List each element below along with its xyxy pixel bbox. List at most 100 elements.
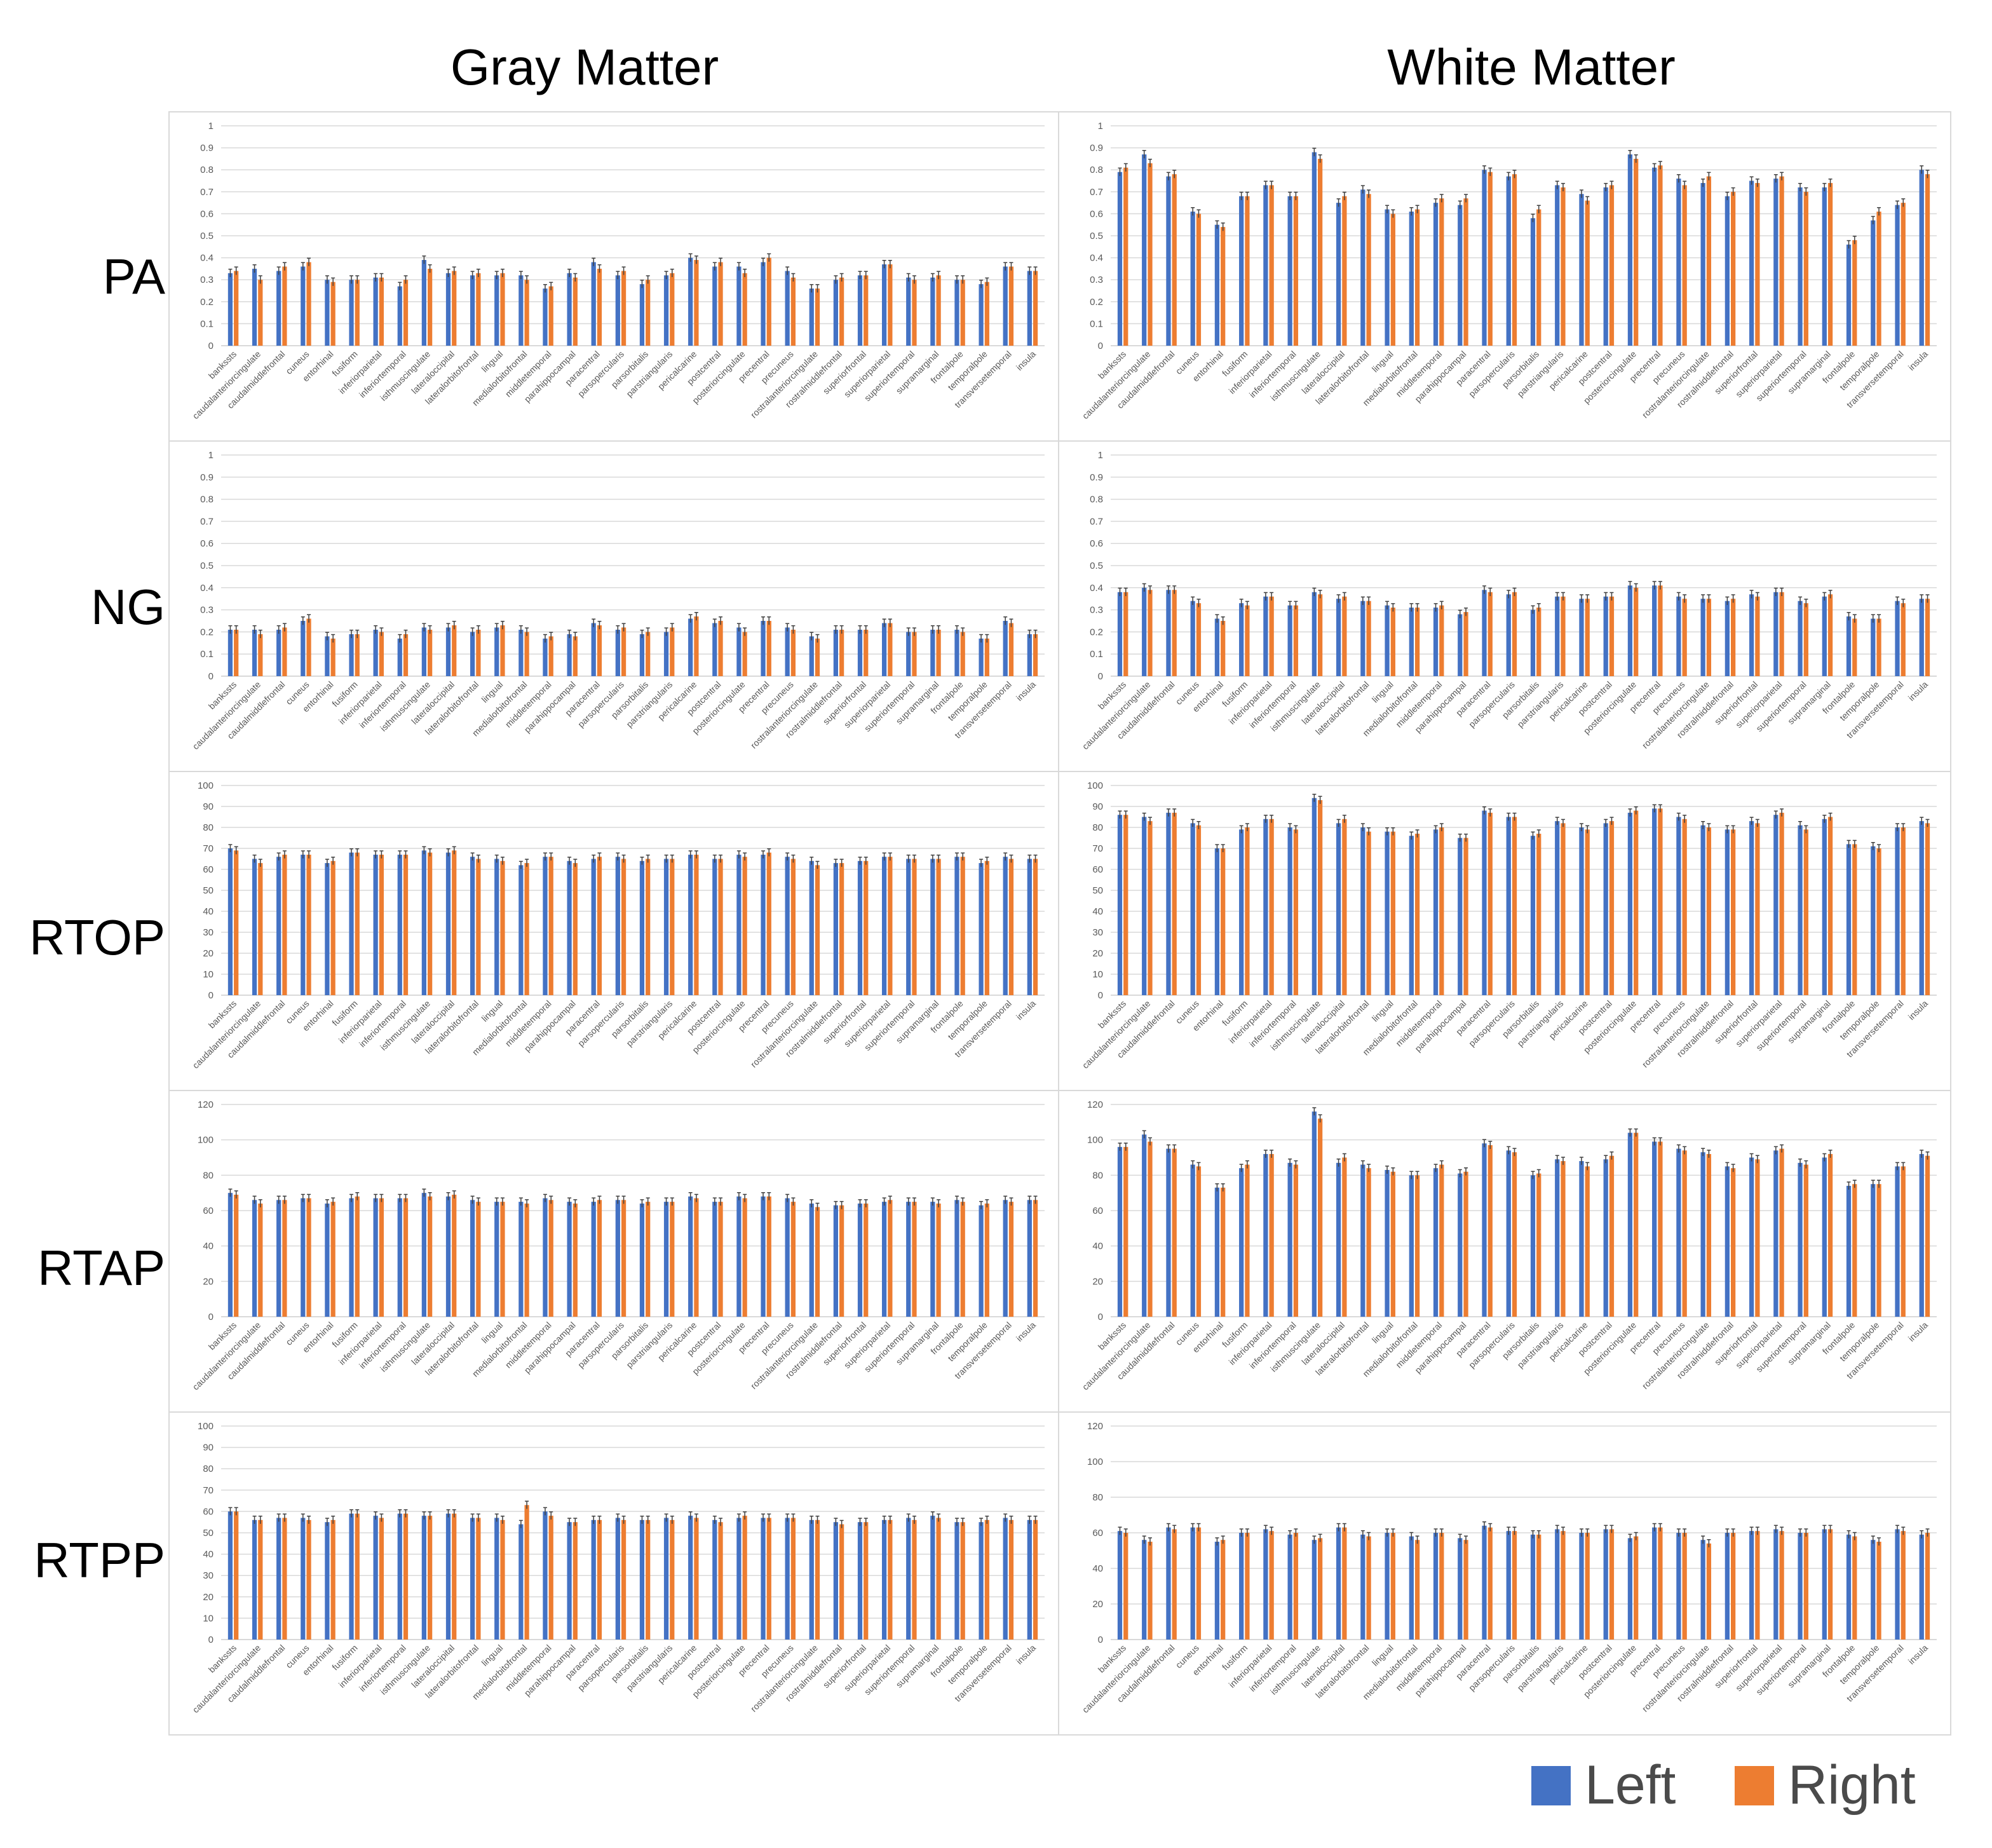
bar-left bbox=[615, 1200, 620, 1317]
bar-right bbox=[524, 1505, 529, 1640]
bar-right bbox=[1561, 823, 1566, 995]
bar-left bbox=[1166, 1527, 1171, 1640]
bar-right bbox=[306, 618, 311, 676]
bar-left bbox=[1117, 592, 1123, 676]
bar-right bbox=[1439, 1164, 1444, 1317]
bar-right bbox=[1925, 599, 1930, 676]
bar-left bbox=[1409, 836, 1414, 995]
bar-right bbox=[500, 273, 505, 346]
bar-right bbox=[1342, 596, 1347, 676]
bar-left bbox=[1385, 605, 1390, 676]
bar-right bbox=[548, 286, 553, 346]
bar-left bbox=[1287, 1534, 1292, 1640]
bar-left bbox=[1458, 1173, 1463, 1317]
bar-left bbox=[567, 1202, 572, 1317]
bar-right bbox=[766, 852, 771, 995]
bar-right bbox=[1148, 1542, 1153, 1640]
bar-left bbox=[1798, 825, 1803, 995]
bar-right bbox=[1414, 1540, 1420, 1640]
bar-left bbox=[785, 271, 790, 346]
bar-right bbox=[1852, 240, 1857, 346]
bar-left bbox=[1871, 220, 1876, 346]
bar-right bbox=[1196, 1527, 1202, 1640]
y-tick-label: 40 bbox=[1092, 1563, 1103, 1574]
bar-left bbox=[930, 1202, 935, 1317]
bar-left bbox=[1652, 585, 1657, 676]
bar-left bbox=[688, 257, 693, 346]
y-tick-label: 80 bbox=[203, 1464, 213, 1474]
bar-right bbox=[864, 629, 869, 676]
bar-right bbox=[1779, 1148, 1784, 1317]
bar-right bbox=[1245, 196, 1250, 346]
y-tick-label: 0.9 bbox=[1090, 143, 1103, 154]
bar-left bbox=[1117, 1531, 1123, 1640]
bar-left bbox=[1360, 189, 1365, 346]
bar-left bbox=[421, 260, 426, 346]
bar-right bbox=[1439, 198, 1444, 346]
bar-right bbox=[1731, 191, 1736, 346]
y-tick-label: 120 bbox=[198, 1099, 213, 1110]
bar-right bbox=[428, 852, 433, 995]
bar-left bbox=[1846, 616, 1852, 676]
y-tick-label: 100 bbox=[1087, 1457, 1103, 1467]
bar-left bbox=[1871, 1184, 1876, 1317]
y-tick-label: 60 bbox=[1092, 864, 1103, 875]
bar-left bbox=[954, 280, 959, 346]
bar-left bbox=[373, 277, 378, 346]
bar-right bbox=[282, 627, 287, 676]
bar-left bbox=[1190, 211, 1195, 346]
bar-left bbox=[1895, 601, 1900, 676]
bar-right bbox=[1609, 596, 1615, 676]
bar-right bbox=[1876, 1542, 1881, 1640]
bar-right bbox=[1852, 1184, 1857, 1317]
bar-right bbox=[1172, 1529, 1177, 1640]
bar-left bbox=[906, 859, 911, 995]
bar-right bbox=[1487, 1145, 1493, 1317]
bar-right bbox=[1487, 812, 1493, 995]
bar-right bbox=[1390, 1533, 1395, 1640]
bar-right bbox=[1342, 196, 1347, 346]
chart-rtpp-white: 020406080100120banksstscaudalanteriorcin… bbox=[1058, 1411, 1951, 1736]
bar-left bbox=[1652, 167, 1657, 346]
bar-left bbox=[1506, 1531, 1511, 1640]
bar-left bbox=[857, 629, 863, 676]
bar-right bbox=[1414, 1175, 1420, 1317]
bar-left bbox=[1433, 608, 1439, 676]
y-tick-label: 30 bbox=[203, 1570, 213, 1581]
bar-right bbox=[1245, 827, 1250, 995]
bar-right bbox=[766, 1196, 771, 1317]
bar-right bbox=[1731, 1168, 1736, 1317]
bar-left bbox=[1190, 1527, 1195, 1640]
bar-right bbox=[1172, 812, 1177, 995]
bar-right bbox=[1221, 848, 1226, 995]
legend-right-label: Right bbox=[1788, 1755, 1916, 1816]
y-tick-label: 0 bbox=[1098, 1634, 1103, 1645]
bar-left bbox=[1433, 203, 1439, 346]
bar-left bbox=[1579, 1533, 1584, 1640]
bar-right bbox=[815, 865, 820, 995]
bar-left bbox=[1239, 603, 1244, 676]
bar-right bbox=[1366, 1536, 1371, 1640]
bar-right bbox=[1536, 833, 1541, 995]
bar-left bbox=[1749, 180, 1754, 346]
bar-right bbox=[1008, 859, 1014, 995]
bar-right bbox=[742, 1198, 747, 1317]
bar-right bbox=[258, 1519, 263, 1640]
bar-left bbox=[1263, 1529, 1268, 1640]
bar-left bbox=[736, 854, 742, 995]
bar-right bbox=[1827, 1529, 1833, 1640]
bar-right bbox=[1172, 174, 1177, 346]
bar-left bbox=[663, 1518, 669, 1640]
bar-left bbox=[1749, 1157, 1754, 1317]
bar-left bbox=[1724, 601, 1730, 676]
bar-right bbox=[428, 1196, 433, 1317]
bar-right bbox=[1731, 599, 1736, 676]
bar-left bbox=[1919, 599, 1924, 676]
bar-left bbox=[518, 629, 524, 676]
bar-right bbox=[1463, 198, 1468, 346]
bar-left bbox=[543, 1198, 548, 1317]
bar-left bbox=[663, 632, 669, 676]
bar-left bbox=[397, 854, 402, 995]
bar-right bbox=[500, 625, 505, 676]
bar-left bbox=[639, 1519, 645, 1640]
